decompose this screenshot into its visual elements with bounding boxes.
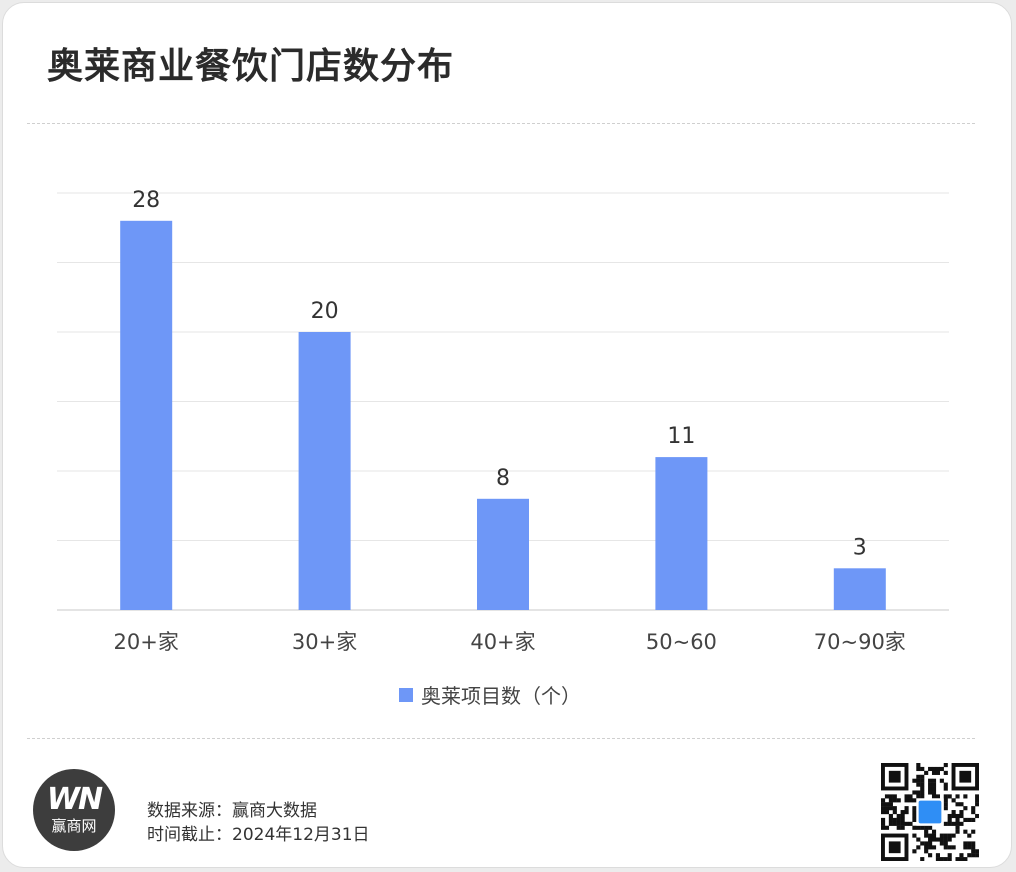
top-divider: [27, 123, 975, 124]
x-tick-label: 40+家: [470, 630, 535, 653]
logo-name: 赢商网: [51, 817, 97, 835]
data-label: 20: [311, 299, 339, 324]
legend-swatch: [399, 687, 413, 702]
x-tick-label: 50~60: [646, 630, 717, 653]
bar: [477, 498, 529, 610]
data-label: 28: [132, 188, 160, 213]
x-tick-label: 70~90家: [814, 630, 906, 653]
chart-title: 奥莱商业餐饮门店数分布: [47, 46, 455, 87]
data-label: 11: [667, 424, 695, 449]
legend-label: 奥莱项目数（个）: [421, 684, 581, 708]
cutoff-date-text: 时间截止：2024年12月31日: [147, 825, 370, 845]
bar: [298, 332, 351, 610]
data-source-text: 数据来源：赢商大数据: [147, 801, 317, 821]
brand-logo: WN 赢商网: [33, 769, 115, 851]
bar-chart: 28 20+家 20 30+家 8 40+家 11 50~60 3 70~90家: [57, 188, 949, 653]
bar: [833, 568, 886, 610]
qr-code-icon: [881, 763, 979, 861]
data-label: 8: [496, 466, 510, 491]
bottom-divider: [27, 738, 975, 739]
logo-mark: WN: [46, 782, 103, 817]
legend: 奥莱项目数（个）: [399, 680, 581, 709]
data-label: 3: [853, 535, 867, 560]
x-tick-label: 30+家: [292, 630, 357, 653]
x-tick-label: 20+家: [114, 630, 179, 653]
source-note: 数据来源：赢商大数据 时间截止：2024年12月31日: [147, 799, 370, 847]
bar: [120, 220, 173, 611]
bar: [655, 457, 708, 610]
